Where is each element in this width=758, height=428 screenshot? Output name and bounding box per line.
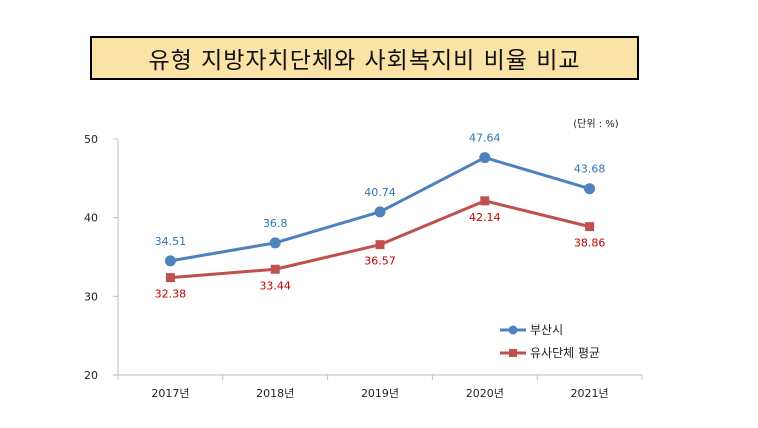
y-tick-label: 30 <box>84 290 98 303</box>
data-point <box>479 152 491 164</box>
data-point <box>375 240 385 250</box>
series-2: 32.38 33.44 36.57 42.14 38.86 <box>155 196 606 301</box>
x-tick-label: 2019년 <box>361 387 399 400</box>
data-label: 36.8 <box>263 217 288 230</box>
series-1: 34.51 36.8 40.74 47.64 43.68 <box>155 132 606 267</box>
data-label: 40.74 <box>364 186 396 199</box>
data-point <box>164 255 176 267</box>
y-tick-label: 20 <box>84 369 98 382</box>
data-point <box>165 273 175 283</box>
data-label: 34.51 <box>155 235 187 248</box>
data-label: 47.64 <box>469 132 501 145</box>
y-tick-label: 40 <box>84 212 98 225</box>
x-tick-label: 2021년 <box>571 387 609 400</box>
axes <box>113 138 643 380</box>
x-tick-label: 2017년 <box>151 387 189 400</box>
y-tick-labels: 20 30 40 50 <box>84 133 98 382</box>
legend-label: 유사단체 평균 <box>530 346 600 360</box>
data-point <box>270 264 280 274</box>
data-point <box>480 196 490 206</box>
data-point <box>584 183 596 195</box>
data-label: 33.44 <box>259 279 291 292</box>
legend-marker <box>509 349 517 357</box>
legend-label: 부산시 <box>530 323 563 337</box>
data-label: 36.57 <box>364 255 396 268</box>
data-point <box>269 237 281 249</box>
x-tick-labels: 2017년 2018년 2019년 2020년 2021년 <box>151 387 608 400</box>
x-tick-label: 2020년 <box>466 387 504 400</box>
data-label: 42.14 <box>469 211 501 224</box>
data-label: 32.38 <box>155 288 187 301</box>
y-tick-label: 50 <box>84 133 98 146</box>
chart-title: 유형 지방자치단체와 사회복지비 비율 비교 <box>148 48 581 74</box>
chart-title-box: 유형 지방자치단체와 사회복지비 비율 비교 <box>90 36 639 80</box>
data-label: 43.68 <box>574 163 606 176</box>
x-tick-label: 2018년 <box>256 387 294 400</box>
data-point <box>374 206 386 218</box>
unit-label: (단위 : %) <box>573 117 619 130</box>
data-point <box>585 222 595 232</box>
data-label: 38.86 <box>574 237 606 250</box>
legend-marker <box>508 325 518 335</box>
series-group: 34.51 36.8 40.74 47.64 43.68 32.38 33.44 36.57 4… <box>155 132 606 301</box>
